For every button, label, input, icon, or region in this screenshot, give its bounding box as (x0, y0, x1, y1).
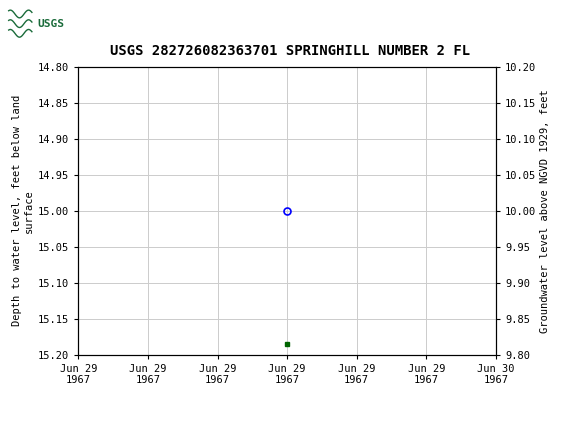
Text: USGS: USGS (38, 18, 65, 29)
Text: USGS 282726082363701 SPRINGHILL NUMBER 2 FL: USGS 282726082363701 SPRINGHILL NUMBER 2… (110, 44, 470, 58)
Y-axis label: Depth to water level, feet below land
surface: Depth to water level, feet below land su… (12, 95, 34, 326)
Y-axis label: Groundwater level above NGVD 1929, feet: Groundwater level above NGVD 1929, feet (541, 89, 550, 332)
